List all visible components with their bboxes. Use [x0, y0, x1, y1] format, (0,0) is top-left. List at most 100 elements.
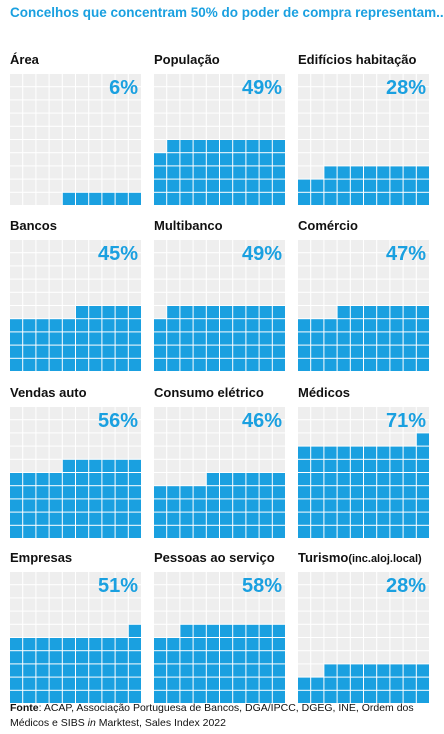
waffle-cell-filled [246, 332, 259, 345]
waffle-cell-empty [233, 279, 246, 292]
waffle-cell-filled [364, 473, 377, 486]
waffle-cell-empty [364, 638, 377, 651]
waffle-cell-filled [220, 345, 233, 358]
waffle-cell-filled [416, 166, 429, 179]
waffle-cell-filled [36, 345, 49, 358]
waffle-cell-empty [154, 572, 167, 585]
waffle-cell-filled [115, 192, 128, 205]
waffle-cell-empty [206, 87, 219, 100]
waffle-cell-filled [193, 512, 206, 525]
waffle-cell-empty [76, 279, 89, 292]
waffle-cell-empty [167, 585, 180, 598]
waffle-cell-empty [36, 179, 49, 192]
waffle-cell-empty [76, 240, 89, 253]
waffle-cell-filled [233, 332, 246, 345]
waffle-cell-filled [128, 638, 141, 651]
waffle-cell-empty [128, 279, 141, 292]
waffle-cell-filled [167, 677, 180, 690]
waffle-cell-empty [259, 87, 272, 100]
waffle-cell-filled [233, 664, 246, 677]
waffle-cell-filled [76, 332, 89, 345]
waffle-cell-empty [324, 624, 337, 637]
waffle-cell-empty [10, 624, 23, 637]
waffle-cell-empty [180, 74, 193, 87]
waffle-cell-empty [259, 74, 272, 87]
waffle-cell-filled [259, 179, 272, 192]
waffle-cell-empty [49, 266, 62, 279]
waffle-cell-filled [167, 153, 180, 166]
waffle-cell-empty [102, 253, 115, 266]
waffle-cell-filled [193, 345, 206, 358]
waffle-cell-filled [49, 690, 62, 703]
waffle-cell-filled [220, 677, 233, 690]
waffle-cell-filled [89, 690, 102, 703]
waffle-cell-filled [337, 473, 350, 486]
waffle-cell-filled [89, 525, 102, 538]
waffle-cell-empty [10, 100, 23, 113]
waffle-cell-filled [272, 677, 285, 690]
waffle-cell-empty [298, 87, 311, 100]
waffle-cell-filled [259, 638, 272, 651]
waffle-cell-filled [102, 512, 115, 525]
waffle-cell-empty [298, 166, 311, 179]
waffle-cell-empty [324, 87, 337, 100]
waffle-cell-filled [246, 319, 259, 332]
waffle-cell-filled [233, 499, 246, 512]
waffle-cell-empty [403, 253, 416, 266]
waffle-cell-empty [128, 166, 141, 179]
waffle-cell-empty [180, 420, 193, 433]
waffle-cell-empty [89, 166, 102, 179]
waffle-cell-empty [377, 624, 390, 637]
waffle-grid: 58% [154, 572, 285, 703]
waffle-cell-empty [364, 74, 377, 87]
waffle-cell-empty [350, 153, 363, 166]
waffle-cell-empty [128, 179, 141, 192]
waffle-cell-empty [154, 407, 167, 420]
waffle-cell-empty [23, 126, 36, 139]
waffle-cell-empty [233, 433, 246, 446]
waffle-cell-empty [115, 433, 128, 446]
waffle-cell-filled [154, 153, 167, 166]
waffle-cell-empty [102, 279, 115, 292]
waffle-cell-filled [298, 499, 311, 512]
waffle-cell-empty [416, 253, 429, 266]
waffle-cell-empty [154, 253, 167, 266]
waffle-cell-filled [115, 345, 128, 358]
waffle-cell-filled [233, 677, 246, 690]
waffle-cell-filled [364, 166, 377, 179]
waffle-cell-empty [298, 240, 311, 253]
waffle-cell-empty [337, 651, 350, 664]
waffle-cell-empty [128, 87, 141, 100]
waffle-cell-filled [246, 306, 259, 319]
waffle-cell-filled [36, 651, 49, 664]
waffle-cell-filled [76, 486, 89, 499]
waffle-cell-filled [259, 358, 272, 371]
waffle-cell-filled [167, 192, 180, 205]
waffle-cell-empty [206, 420, 219, 433]
waffle-cell-empty [311, 279, 324, 292]
waffle-cell-filled [364, 690, 377, 703]
waffle-cell-filled [272, 192, 285, 205]
waffle-cell-empty [206, 279, 219, 292]
waffle-cell-filled [76, 473, 89, 486]
waffle-cell-empty [49, 446, 62, 459]
panel-label-text: Edifícios habitação [298, 52, 417, 67]
waffle-cell-filled [206, 179, 219, 192]
waffle-cell-filled [350, 486, 363, 499]
waffle-cell-empty [324, 292, 337, 305]
waffle-cell-empty [10, 240, 23, 253]
waffle-cell-empty [115, 100, 128, 113]
waffle-cell-filled [220, 166, 233, 179]
waffle-cell-empty [350, 100, 363, 113]
waffle-cell-empty [350, 140, 363, 153]
waffle-grid: 46% [154, 407, 285, 538]
waffle-cell-empty [89, 266, 102, 279]
waffle-cell-empty [49, 585, 62, 598]
waffle-cell-filled [390, 358, 403, 371]
waffle-cell-empty [377, 74, 390, 87]
waffle-cell-empty [298, 113, 311, 126]
waffle-cell-filled [206, 192, 219, 205]
waffle-cell-empty [89, 598, 102, 611]
waffle-cell-filled [377, 179, 390, 192]
waffle-cell-filled [193, 140, 206, 153]
